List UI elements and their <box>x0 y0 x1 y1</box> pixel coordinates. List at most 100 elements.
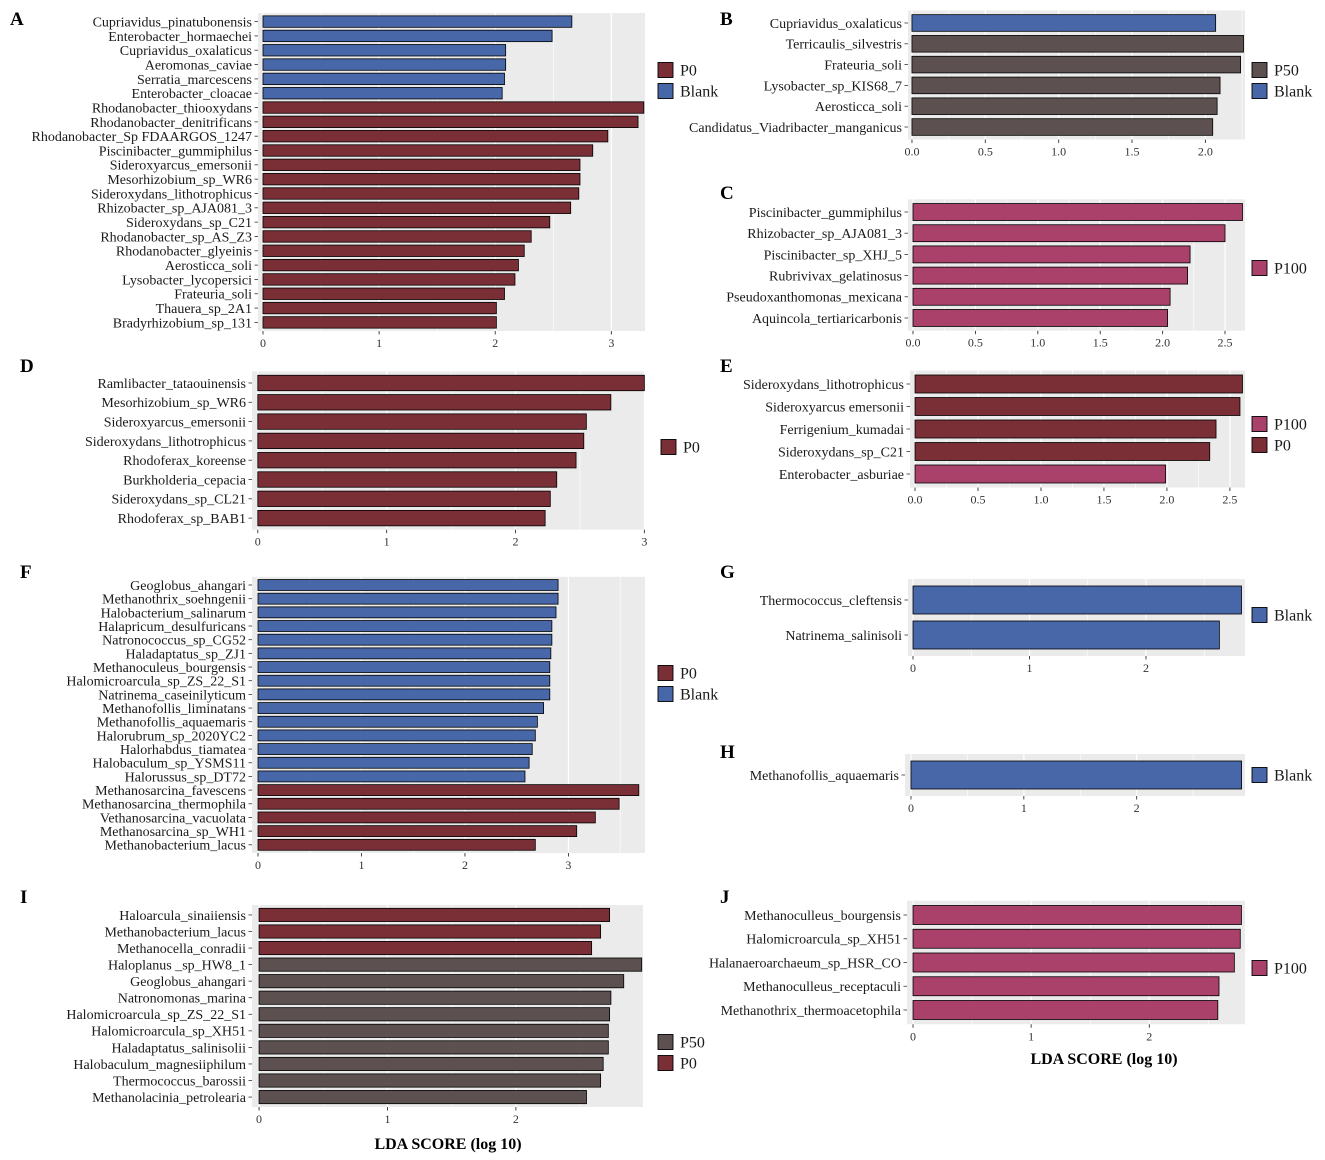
category-label: Halanaeroarchaeum_sp_HSR_CO <box>709 956 901 971</box>
bar <box>257 471 558 488</box>
category-label: Sideroxydans_lithotrophicus <box>85 435 246 450</box>
category-label: Natrinema_caseinilyticum <box>98 688 246 703</box>
x-tick-label: 1.5 <box>1093 336 1108 350</box>
category-label: Natronomonas_marina <box>118 992 247 1007</box>
category-label: Piscinibacter_gummiphilus <box>749 206 902 221</box>
x-tick-label: 0.5 <box>978 145 993 159</box>
bar <box>258 1040 609 1055</box>
panel-letter: B <box>720 9 733 30</box>
legend-label: P100 <box>1274 417 1307 434</box>
category-label: Burkholderia_cepacia <box>123 473 247 488</box>
category-label: Rhodoferax_sp_BAB1 <box>118 512 246 527</box>
category-label: Halobaculum_sp_YSMS11 <box>93 757 246 772</box>
category-label: Enterobacter_cloacae <box>132 87 252 102</box>
category-label: Sideroxyarcus_emersonii <box>110 159 252 174</box>
x-tick-label: 2.5 <box>1218 336 1233 350</box>
x-tick-label: 1.0 <box>1030 336 1045 350</box>
x-tick-label: 2.0 <box>1198 145 1213 159</box>
category-label: Methanolacinia_petrolearia <box>92 1091 247 1106</box>
bar <box>912 266 1188 285</box>
x-tick-label: 0 <box>910 1029 916 1043</box>
bar <box>262 201 572 214</box>
bar <box>914 419 1217 439</box>
bar <box>258 974 625 989</box>
category-label: Geoglobus_ahangari <box>130 579 246 594</box>
legend-label: P50 <box>1274 63 1299 80</box>
panel-background <box>908 10 1245 140</box>
category-label: Geoglobus_ahangari <box>130 975 246 990</box>
category-label: Cupriavidus_oxalaticus <box>120 44 252 59</box>
category-label: Enterobacter_hormaechei <box>108 30 252 45</box>
legend-label: P0 <box>683 440 700 457</box>
legend-key <box>1251 416 1268 432</box>
x-tick-label: 0 <box>255 535 261 549</box>
category-label: Cupriavidus_pinatubonensis <box>93 15 252 30</box>
panel-letter: D <box>20 356 34 377</box>
category-label: Candidatus_Viadribacter_manganicus <box>689 121 902 136</box>
x-tick-label: 1 <box>384 535 390 549</box>
x-tick-label: 3 <box>641 535 647 549</box>
bar <box>912 905 1242 925</box>
panel-b: Cupriavidus_oxalaticus Terricaulis_silves… <box>689 9 1312 159</box>
x-tick-label: 2 <box>513 1112 519 1126</box>
x-tick-label: 0.0 <box>905 336 920 350</box>
x-tick-label: 2 <box>513 535 519 549</box>
bar <box>257 413 587 430</box>
category-label: Methanocella_conradii <box>117 942 246 957</box>
category-label: Methanoculeus_bourgensis <box>93 661 246 676</box>
bar <box>257 770 526 783</box>
bar <box>912 287 1171 306</box>
bar <box>911 14 1217 32</box>
panel-letter: E <box>720 356 733 377</box>
x-tick-label: 0.0 <box>908 493 923 507</box>
legend-label: Blank <box>1274 84 1312 101</box>
category-label: Halapricum_desulfuricans <box>98 620 246 635</box>
legend-label: P50 <box>680 1035 705 1052</box>
x-tick-label: 2 <box>462 858 468 872</box>
bar <box>262 301 497 315</box>
bar <box>262 287 505 300</box>
bar <box>258 1023 609 1038</box>
bar <box>258 1056 604 1071</box>
legend-key <box>1251 83 1268 99</box>
category-label: Aquincola_tertiaricarbonis <box>752 312 902 327</box>
x-tick-label: 2 <box>1134 801 1140 815</box>
category-label: Sideroxydans_sp_C21 <box>778 445 904 460</box>
category-label: Methanofollis_aquaemaris <box>750 769 899 784</box>
legend-label: Blank <box>680 687 718 704</box>
bar <box>257 633 553 646</box>
category-label: Ferrigenium_kumadai <box>780 423 905 438</box>
category-label: Halorhabdus_tiamatea <box>120 743 247 758</box>
bar <box>257 825 578 837</box>
category-label: Haladaptatus_salinisolii <box>111 1041 246 1056</box>
legend-label: P0 <box>680 1056 697 1073</box>
bar <box>257 647 552 660</box>
category-label: Halorubrum_sp_2020YC2 <box>97 729 246 744</box>
category-label: Rhodanobacter_Sp FDAARGOS_1247 <box>32 130 253 145</box>
legend-label: P0 <box>680 63 697 80</box>
bar <box>257 756 530 769</box>
bar <box>262 173 581 186</box>
category-label: Vethanosarcina_vacuolata <box>100 811 247 826</box>
category-label: Rhizobacter_sp_AJA081_3 <box>97 202 252 217</box>
bar <box>257 579 559 591</box>
x-tick-label: 1 <box>1028 1029 1034 1043</box>
category-label: Methanothrix_soehngenii <box>102 593 246 608</box>
panel-background <box>252 905 643 1107</box>
legend-key <box>657 686 674 702</box>
category-label: Methanosarcina_thermophila <box>82 798 247 813</box>
category-label: Haloplanus _sp_HW8_1 <box>108 959 246 974</box>
bar <box>262 316 497 329</box>
x-tick-label: 0 <box>255 858 261 872</box>
bar <box>914 374 1243 394</box>
x-tick-label: 3 <box>565 858 571 872</box>
category-label: Frateuria_soli <box>174 288 252 303</box>
category-label: Natronococcus_sp_CG52 <box>102 634 246 649</box>
x-tick-label: 2.0 <box>1159 493 1174 507</box>
bar <box>262 230 532 243</box>
category-label: Sideroxydans_lithotrophicus <box>91 187 252 202</box>
bar <box>262 29 553 43</box>
panel-letter: F <box>20 562 32 583</box>
bar <box>257 715 538 728</box>
panel-d: Ramlibacter_tataouinensis Mesorhizobium_s… <box>20 356 700 549</box>
